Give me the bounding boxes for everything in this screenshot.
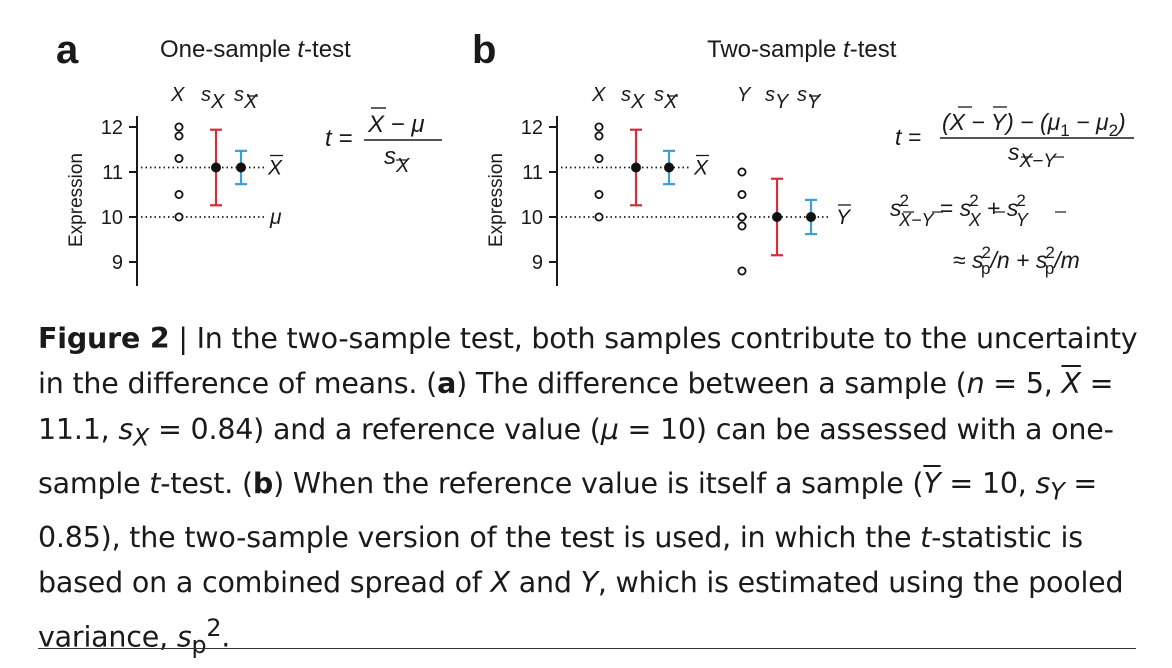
panel-b-mean-y-label: Y	[836, 206, 852, 229]
data-point	[737, 212, 747, 222]
col-label-sx: sX	[621, 84, 645, 113]
mean-marker	[772, 212, 782, 222]
panel-b-points	[594, 122, 747, 276]
svg-text:≈ s2p/n + s2p/m: ≈ s2 p/n + s2 p/m	[953, 243, 1080, 278]
data-point	[737, 167, 747, 177]
panel-b-error-bars	[630, 128, 817, 257]
y-tick-label: 10	[101, 207, 123, 229]
figure-caption: Figure 2 | In the two-sample test, both …	[38, 322, 1138, 659]
svg-text:(X − Y) − (μ1 − μ2): (X − Y) − (μ1 − μ2)	[942, 109, 1126, 140]
panel-b-mean-x-label: X	[693, 157, 709, 180]
svg-text:t =: t =	[325, 125, 352, 152]
panel-a-formula: t = X − μ sX	[325, 107, 442, 177]
data-point	[174, 153, 184, 163]
y-tick-label: 11	[102, 162, 123, 184]
mean-marker	[211, 162, 221, 173]
data-point	[174, 212, 184, 222]
col-label-x: X	[170, 84, 185, 106]
caption-figure-label: Figure 2	[38, 322, 170, 355]
mean-marker	[236, 162, 246, 173]
data-point	[737, 221, 747, 231]
panel-b: b Two-sample t-test X sX sX Y sY sY 9 10 1…	[472, 28, 1134, 286]
panel-b-column-labels: X sX sX Y sY sY	[591, 84, 822, 113]
panel-a-column-labels: X sX sX	[170, 84, 258, 113]
y-tick-label: 10	[521, 207, 543, 229]
panel-b-title: Two-sample t-test	[707, 36, 897, 63]
panel-a-mu-label: μ	[269, 206, 282, 229]
figure-2: a One-sample t-test X sX sX 9 10 11 12 Expr…	[56, 28, 1134, 286]
panel-b-formula-3: ≈ s2 p/n + s2 p/m	[953, 243, 1080, 278]
svg-text:X − μ: X − μ	[367, 111, 425, 138]
panel-a-letter: a	[56, 28, 79, 72]
panel-a-mean-label: X	[267, 157, 283, 180]
svg-text:t =: t =	[895, 124, 921, 150]
panel-b-formula-1: t = (X − Y) − (μ1 − μ2) sX−Y	[895, 106, 1134, 172]
panel-a-error-bars	[210, 128, 247, 207]
panel-a: a One-sample t-test X sX sX 9 10 11 12 Expr…	[56, 28, 442, 286]
data-point	[174, 131, 184, 141]
panel-a-points	[174, 122, 184, 222]
data-point	[594, 122, 604, 132]
y-tick-label: 11	[522, 162, 543, 184]
col-label-x: X	[591, 84, 606, 106]
col-label-y: Y	[737, 84, 752, 106]
col-label-sxbar: sX	[654, 84, 678, 113]
mean-marker	[631, 162, 641, 173]
y-tick-label: 12	[101, 117, 123, 139]
y-tick-label: 9	[532, 252, 543, 274]
mean-marker	[664, 162, 674, 173]
col-label-sxbar: sX	[234, 84, 258, 113]
data-point	[594, 131, 604, 141]
svg-text:s2X−Y = s2X + s2Y: s2 X−Y = s2 X + s2 Y	[890, 191, 1030, 230]
data-point	[594, 189, 604, 199]
data-point	[174, 122, 184, 132]
panel-b-letter: b	[472, 28, 496, 72]
col-label-sy: sY	[765, 84, 790, 113]
data-point	[737, 189, 747, 199]
y-tick-label: 9	[112, 252, 123, 274]
panel-b-ylabel: Expression	[486, 153, 507, 247]
data-point	[174, 189, 184, 199]
mean-marker	[806, 212, 816, 222]
panel-b-ticks: 9 10 11 12	[521, 117, 557, 274]
panel-a-title: One-sample t-test	[160, 36, 351, 63]
panel-a-ylabel: Expression	[66, 153, 87, 247]
data-point	[594, 212, 604, 222]
svg-text:sX−Y: sX−Y	[1008, 139, 1057, 172]
data-point	[737, 266, 747, 276]
panel-a-ticks: 9 10 11 12	[101, 117, 137, 274]
panel-b-formula-2: s2 X−Y = s2 X + s2 Y	[890, 191, 1066, 230]
col-label-sybar: sY	[797, 84, 822, 113]
bottom-rule	[38, 648, 1136, 649]
data-point	[594, 153, 604, 163]
col-label-sx: sX	[201, 84, 225, 113]
y-tick-label: 12	[521, 117, 543, 139]
